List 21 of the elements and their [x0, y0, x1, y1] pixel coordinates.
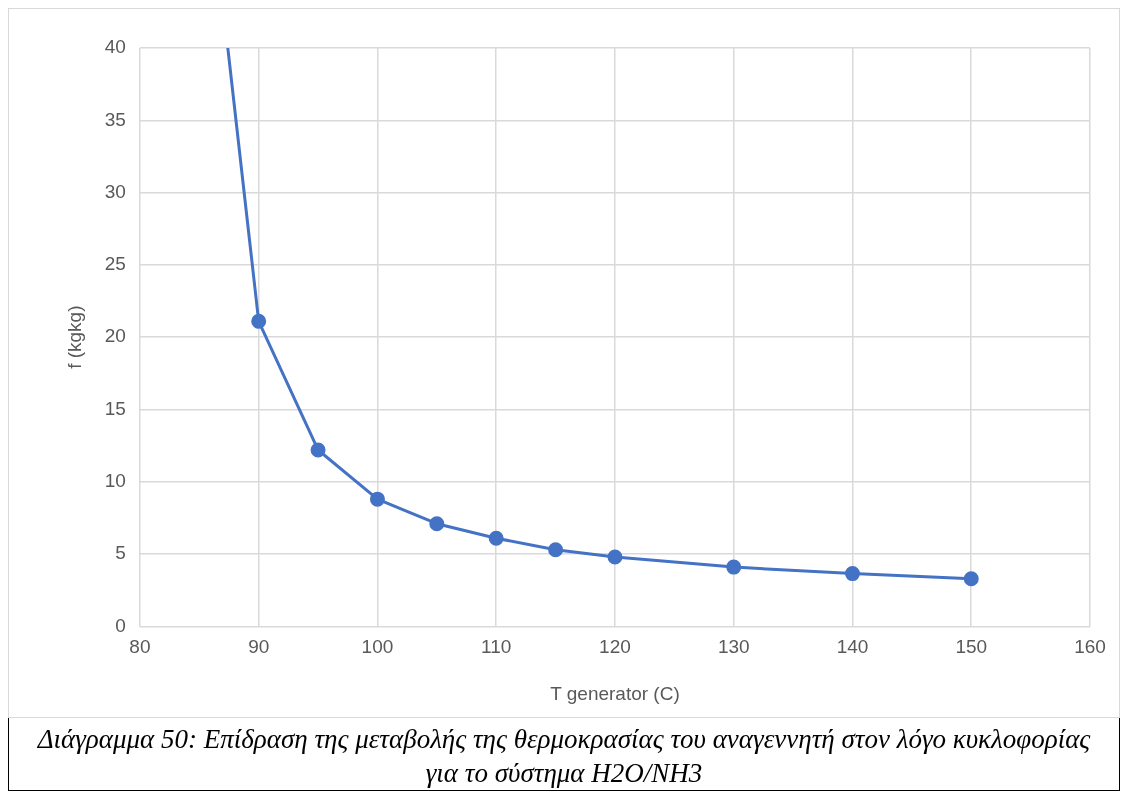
x-tick-label: 150: [955, 636, 988, 658]
y-tick-label: 0: [115, 614, 126, 636]
x-tick-label: 100: [361, 636, 394, 658]
y-tick-label: 5: [115, 542, 126, 564]
x-tick-label: 110: [481, 636, 512, 658]
y-tick-label: 30: [104, 180, 126, 202]
x-tick-label: 160: [1074, 636, 1106, 658]
x-tick-label: 130: [717, 636, 750, 658]
x-tick-label: 80: [129, 636, 151, 658]
x-tick-label: 140: [836, 636, 869, 658]
x-tick-label: 120: [599, 636, 631, 658]
y-tick-label: 10: [104, 470, 126, 492]
y-tick-label: 20: [104, 325, 126, 347]
y-tick-label: 25: [104, 253, 126, 275]
y-tick-label: 40: [104, 36, 126, 58]
x-tick-label: 90: [248, 636, 270, 658]
x-axis-title: T generator (C): [550, 682, 680, 704]
y-axis-title: f (kgkg): [63, 305, 85, 369]
y-tick-label: 15: [104, 397, 126, 419]
y-tick-label: 35: [104, 108, 126, 130]
text: Διάγραμμα 50: Επίδραση της μεταβολής της θερμοκρασίας του αναγεννητή στον λόγο κυκλοφορίας για το σύστημα H2O/NH3: [36, 723, 1092, 790]
